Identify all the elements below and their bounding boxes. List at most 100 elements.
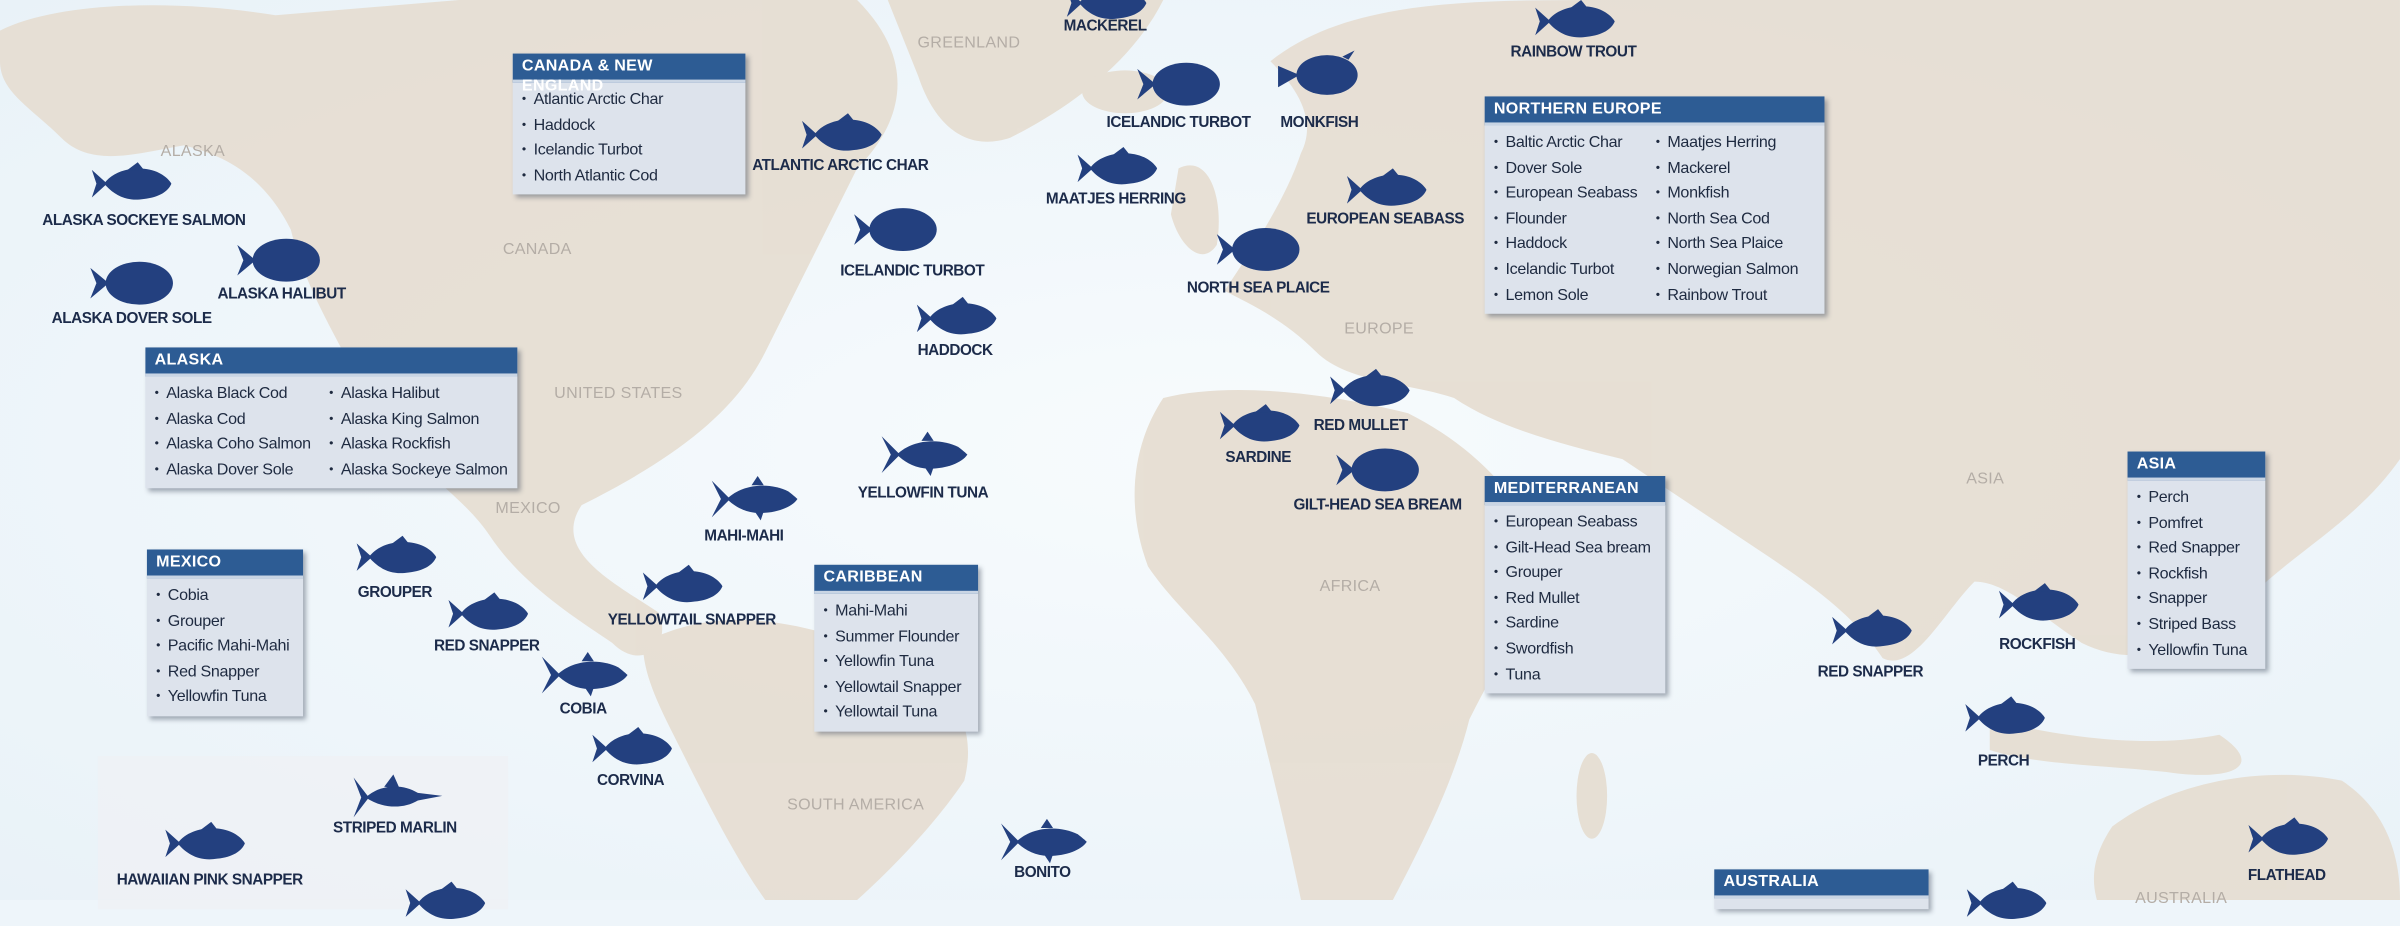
species-item: Alaska King Salmon (329, 407, 508, 432)
fish-label: GROUPER (357, 584, 433, 602)
fish-label: FLATHEAD (2247, 867, 2326, 885)
species-item: Red Mullet (1494, 586, 1651, 611)
species-item: European Seabass (1494, 181, 1638, 206)
region-box-asia: ASIA PerchPomfretRed SnapperRockfishSnapp… (2127, 451, 2266, 670)
species-item: Atlantic Arctic Char (522, 87, 664, 112)
species-item: Swordfish (1494, 637, 1651, 662)
country-label: AFRICA (1319, 577, 1381, 596)
species-item: Mahi-Mahi (823, 598, 961, 623)
fish-icon (2248, 817, 2329, 855)
fish-icon (916, 296, 997, 335)
species-item: Striped Bass (2137, 612, 2247, 637)
fish-label: SARDINE (1225, 449, 1291, 467)
region-box-northern-europe: NORTHERN EUROPE Baltic Arctic CharDover S… (1484, 96, 1825, 315)
country-label: ALASKA (160, 142, 226, 161)
country-label: EUROPE (1344, 319, 1414, 339)
species-list: Baltic Arctic CharDover SoleEuropean Sea… (1485, 126, 1825, 315)
tuna-icon (711, 476, 798, 521)
species-list: Alaska Black CodAlaska CodAlaska Coho Sa… (145, 377, 517, 489)
species-item: Alaska Coho Salmon (155, 432, 311, 457)
species-column: Alaska Black CodAlaska CodAlaska Coho Sa… (155, 381, 311, 483)
fish-label: ICELANDIC TURBOT (1106, 114, 1251, 132)
species-list: PerchPomfretRed SnapperRockfishSnapperSt… (2128, 481, 2266, 670)
fish-label: STRIPED MARLIN (333, 820, 457, 838)
fish-icon (1998, 583, 2079, 621)
fish-icon (91, 162, 172, 200)
flatfish-icon (854, 208, 937, 252)
region-box-caribbean: CARIBBEAN Mahi-MahiSummer FlounderYellowf… (814, 564, 979, 732)
region-title: CARIBBEAN (814, 564, 979, 594)
fish-label: ICELANDIC TURBOT (840, 263, 985, 281)
fish-label: HAWAIIAN PINK SNAPPER (116, 872, 303, 890)
species-column: Atlantic Arctic CharHaddockIcelandic Tur… (522, 87, 664, 189)
species-item: Yellowtail Snapper (823, 675, 961, 700)
region-title: ALASKA (145, 347, 518, 377)
fish-icon (802, 113, 882, 151)
fish-label: ALASKA SOCKEYE SALMON (42, 212, 246, 230)
flatfish-icon (1216, 228, 1300, 271)
species-item: Icelandic Turbot (1494, 257, 1637, 282)
region-title: AUSTRALIA (1714, 869, 1929, 899)
country-label: SOUTH AMERICA (787, 795, 925, 815)
species-item: Maatjes Herring (1656, 130, 1799, 155)
tuna-icon (541, 652, 628, 697)
species-item: Mackerel (1656, 155, 1799, 180)
fish-icon (1346, 168, 1427, 206)
fish-label: EUROPEAN SEABASS (1306, 211, 1465, 229)
fish-icon (1966, 881, 2047, 920)
species-column: Maatjes HerringMackerelMonkfishNorth Sea… (1656, 130, 1799, 308)
species-item: Yellowfin Tuna (823, 649, 961, 674)
flatfish-icon (1137, 62, 1220, 106)
region-title: MEXICO (146, 549, 304, 579)
fish-icon (592, 727, 672, 765)
region-title: MEDITERRANEAN (1484, 476, 1666, 506)
species-item: Tuna (1494, 662, 1651, 687)
fish-icon (1077, 146, 1158, 185)
region-title: ASIA (2127, 451, 2266, 481)
species-item: Alaska Black Cod (155, 381, 311, 406)
fish-label: NORTH SEA PLAICE (1186, 280, 1330, 297)
fish-icon (165, 821, 245, 860)
species-item: Alaska Halibut (329, 381, 508, 406)
country-label: GREENLAND (917, 33, 1021, 53)
species-column: Alaska HalibutAlaska King SalmonAlaska R… (329, 381, 508, 483)
species-list (1714, 898, 1928, 909)
fish-label: ALASKA HALIBUT (217, 286, 347, 304)
species-list: Atlantic Arctic CharHaddockIcelandic Tur… (513, 83, 746, 195)
hawaii-inset (97, 756, 509, 910)
species-item: Snapper (2137, 587, 2247, 612)
fish-icon (448, 592, 529, 630)
species-column: PerchPomfretRed SnapperRockfishSnapperSt… (2137, 485, 2247, 663)
fish-icon (1066, 0, 1147, 20)
species-item: Pacific Mahi-Mahi (156, 634, 290, 659)
region-title: NORTHERN EUROPE (1484, 96, 1825, 126)
fish-label: BONITO (1014, 864, 1071, 882)
seafood-origin-map: GREENLAND ALASKA CANADA UNITED STATES EUROPE… (0, 0, 2400, 900)
species-column: Baltic Arctic CharDover SoleEuropean Sea… (1494, 130, 1638, 308)
species-item: Alaska Dover Sole (155, 457, 311, 482)
species-item: Monkfish (1656, 181, 1799, 206)
tuna-icon (881, 431, 968, 477)
fish-icon (1965, 696, 2045, 734)
species-item: Yellowfin Tuna (156, 685, 289, 710)
marlin-icon (353, 774, 443, 818)
fish-label: MAHI-MAHI (704, 528, 784, 545)
species-item: Rockfish (2137, 561, 2247, 586)
region-title: CANADA & NEW ENGLAND (512, 53, 746, 95)
region-box-alaska: ALASKA Alaska Black CodAlaska CodAlaska C… (145, 347, 518, 489)
fish-label: MONKFISH (1280, 114, 1359, 132)
species-item: Grouper (156, 609, 289, 634)
fish-icon (356, 535, 437, 574)
species-list: Mahi-MahiSummer FlounderYellowfin TunaYe… (814, 594, 978, 732)
country-label: ASIA (1966, 469, 2005, 489)
fish-label: RAINBOW TROUT (1510, 44, 1637, 62)
fish-label: RED SNAPPER (1817, 664, 1924, 682)
species-item: Gilt-Head Sea bream (1494, 535, 1651, 560)
species-item: Alaska Cod (155, 407, 311, 432)
fish-label: PERCH (1977, 753, 2030, 770)
fish-label: RED MULLET (1313, 417, 1409, 435)
country-label: AUSTRALIA (2135, 889, 2228, 908)
species-item: Red Snapper (2137, 536, 2247, 561)
species-item: Red Snapper (156, 659, 289, 684)
species-item: Haddock (1494, 232, 1637, 257)
